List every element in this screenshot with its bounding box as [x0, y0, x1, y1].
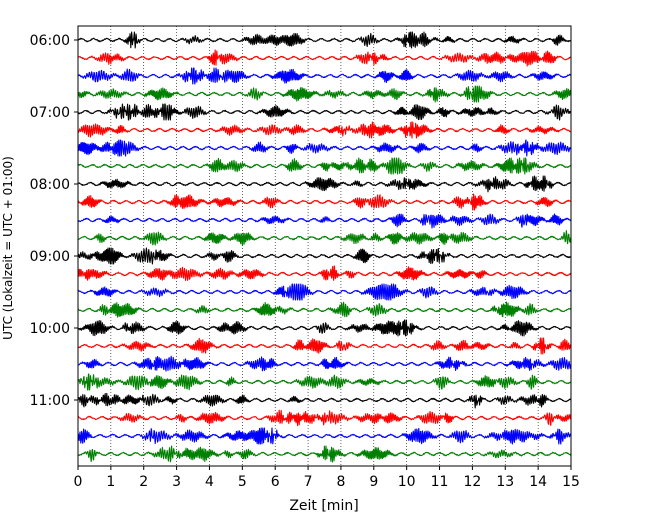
x-tick-label: 9: [369, 474, 378, 490]
trace-0930: [77, 283, 572, 301]
trace-1130: [77, 427, 572, 445]
trace-layer: [77, 31, 572, 463]
trace-1115: [77, 409, 572, 427]
y-axis-title: UTC (Lokalzeit = UTC + 01:00): [1, 156, 15, 340]
y-tick-label: 11:00: [30, 393, 70, 409]
trace-0615: [77, 49, 571, 67]
trace-1030: [77, 355, 572, 372]
trace-0945: [77, 301, 572, 318]
trace-0600: [77, 31, 572, 49]
x-tick-label: 6: [271, 474, 280, 490]
trace-0715: [77, 121, 572, 139]
trace-0830: [77, 213, 572, 229]
trace-0800: [77, 175, 572, 193]
x-axis: 0 1 2 3 4 5 6 7 8 9 10 11 12 13 14 15: [74, 466, 580, 490]
x-tick-label: 1: [106, 474, 115, 490]
y-tick-label: 10:00: [30, 321, 70, 337]
x-tick-label: 3: [172, 474, 181, 490]
trace-0845: [77, 230, 572, 246]
trace-1100: [77, 392, 572, 409]
y-tick-label: 06:00: [30, 33, 70, 49]
x-axis-title: Zeit [min]: [289, 498, 358, 514]
trace-1045: [77, 373, 572, 391]
y-tick-label: 08:00: [30, 177, 70, 193]
x-tick-label: 15: [562, 474, 580, 490]
x-tick-label: 12: [463, 474, 481, 490]
x-tick-label: 13: [496, 474, 514, 490]
x-tick-label: 4: [205, 474, 214, 490]
x-tick-label: 5: [238, 474, 247, 490]
y-tick-label: 09:00: [30, 249, 70, 265]
x-tick-label: 10: [398, 474, 416, 490]
x-tick-label: 0: [74, 474, 83, 490]
trace-1000: [77, 319, 572, 337]
grid-layer: [110, 26, 539, 466]
trace-0645: [77, 85, 572, 103]
trace-0900: [77, 247, 571, 265]
trace-0915: [77, 265, 572, 281]
trace-0745: [77, 157, 572, 175]
x-tick-label: 2: [139, 474, 148, 490]
x-tick-label: 14: [529, 474, 547, 490]
x-tick-label: 8: [336, 474, 345, 490]
y-tick-label: 07:00: [30, 105, 70, 121]
trace-0700: [77, 103, 572, 121]
y-axis: 06:00 07:00 08:00 09:00 10:00 11:00: [30, 33, 78, 409]
trace-0730: [77, 139, 572, 157]
plot-frame: [77, 25, 572, 467]
trace-0630: [77, 67, 571, 85]
trace-0815: [77, 193, 572, 211]
trace-1145: [77, 445, 572, 463]
trace-1015: [77, 337, 572, 355]
x-tick-label: 7: [304, 474, 313, 490]
x-tick-label: 11: [431, 474, 449, 490]
